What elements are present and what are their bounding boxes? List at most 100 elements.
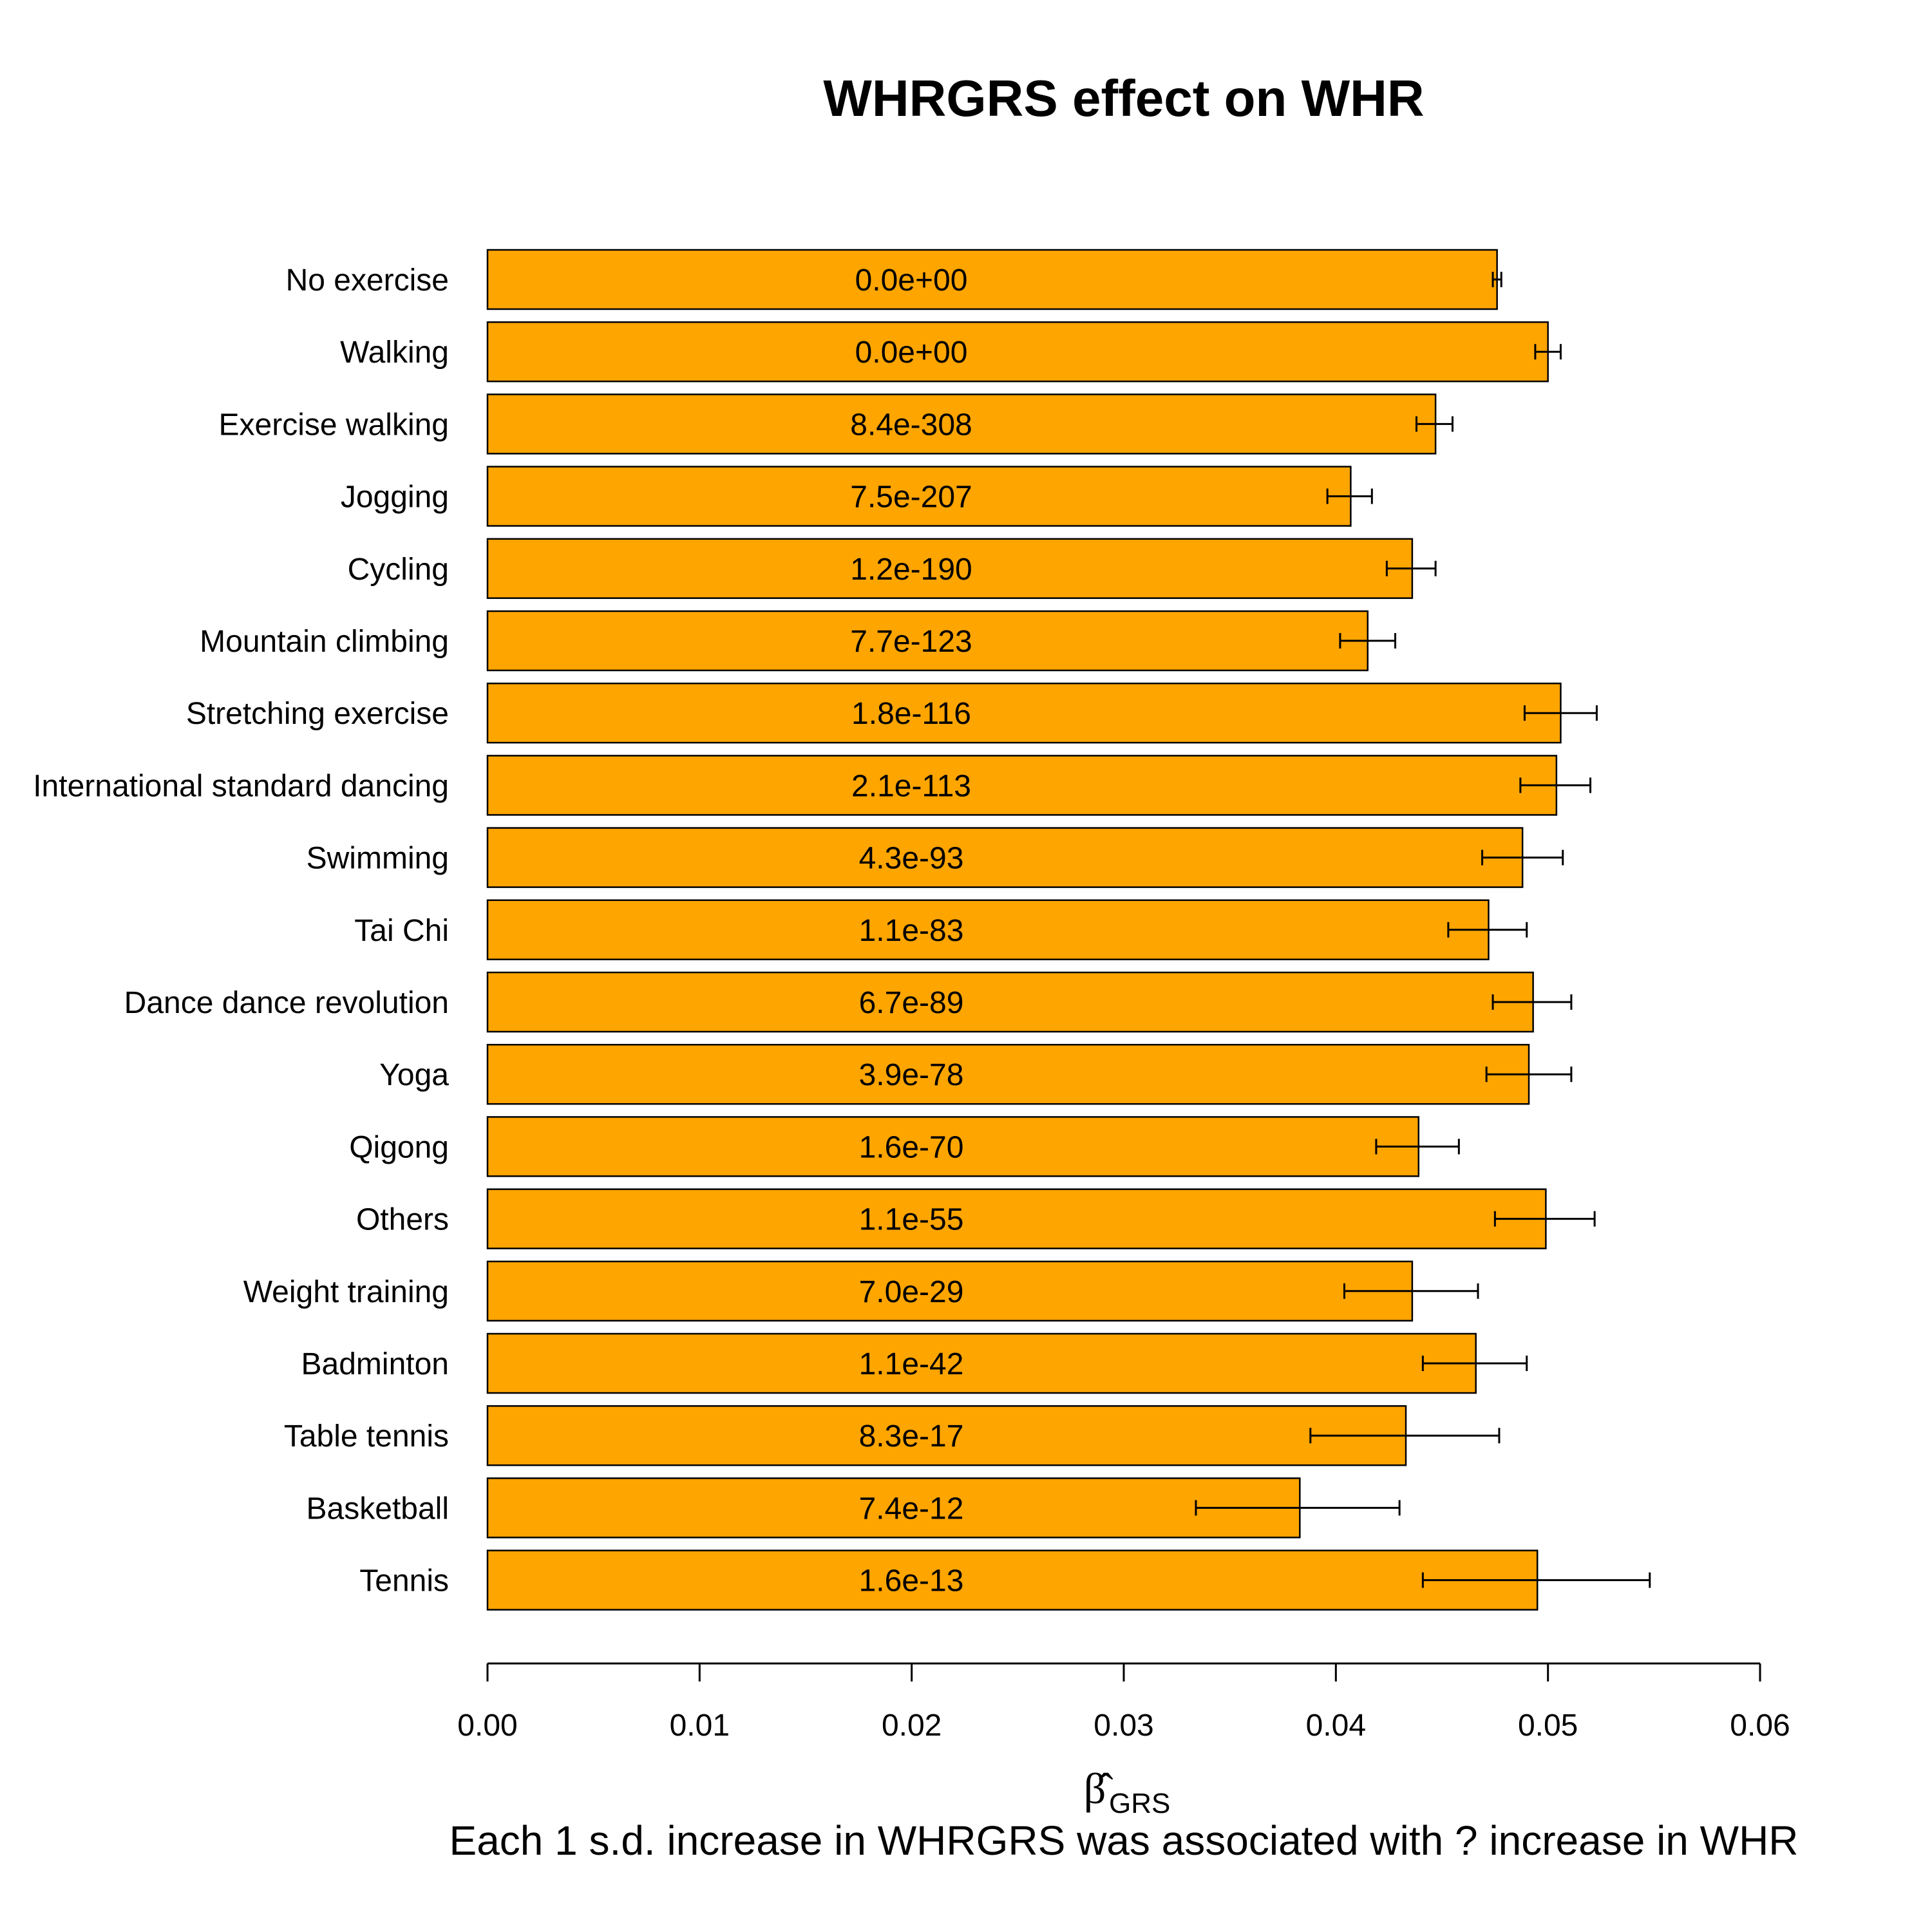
category-label: Qigong (349, 1130, 449, 1164)
bar-value-label: 8.3e-17 (859, 1419, 964, 1454)
bar-row: Cycling 1.2e-190 (348, 538, 1437, 600)
x-tick-label: 0.06 (1730, 1709, 1790, 1743)
category-label: Tennis (359, 1564, 449, 1598)
bar-row: Jogging 7.5e-207 (341, 466, 1373, 527)
bar-value-label: 1.2e-190 (850, 553, 972, 587)
bar-row: Qigong 1.6e-70 (349, 1116, 1460, 1177)
error-bar (1493, 1211, 1596, 1227)
category-label: Weight training (243, 1275, 449, 1309)
error-bar (1385, 560, 1437, 576)
error-bar (1415, 416, 1454, 432)
category-label: Stretching exercise (186, 697, 449, 731)
error-bar (1447, 922, 1528, 938)
x-tick-label: 0.00 (457, 1709, 517, 1743)
bar-value-label: 1.6e-13 (859, 1564, 964, 1598)
category-label: Mountain climbing (200, 625, 449, 659)
x-axis: 0.00 0.01 0.02 0.03 0.04 0.05 0.06 (457, 1662, 1790, 1743)
bar (486, 971, 1534, 1033)
bar (486, 393, 1437, 455)
bar (486, 610, 1368, 672)
bar-value-label: 8.4e-308 (850, 408, 972, 442)
bar (486, 1116, 1420, 1177)
bar-value-label: 7.0e-29 (859, 1275, 964, 1309)
bar-value-label: 1.1e-42 (859, 1347, 964, 1381)
error-bar (1339, 633, 1397, 649)
bar-row: Dance dance revolution 6.7e-89 (124, 971, 1573, 1033)
bar (486, 538, 1414, 600)
error-bar (1309, 1428, 1501, 1444)
error-bar (1481, 849, 1564, 866)
category-label: Table tennis (284, 1419, 449, 1454)
bar-value-label: 0.0e+00 (855, 263, 968, 298)
category-label: Badminton (301, 1347, 449, 1381)
category-label: Cycling (348, 553, 449, 587)
bar-row: Stretching exercise 1.8e-116 (186, 682, 1598, 744)
bar (486, 321, 1549, 383)
bar-row: Walking 0.0e+00 (340, 321, 1562, 383)
bar (486, 1477, 1301, 1539)
error-bar (1421, 1572, 1651, 1588)
bar-row: Weight training 7.0e-29 (243, 1260, 1479, 1322)
chart-title: WHRGRS effect on WHR (823, 70, 1424, 127)
bar-row: Swimming 4.3e-93 (307, 827, 1564, 888)
bar-value-label: 6.7e-89 (859, 986, 964, 1020)
bar (486, 1332, 1477, 1394)
bar-value-label: 3.9e-78 (859, 1058, 964, 1092)
category-label: Basketball (307, 1492, 449, 1526)
bar-value-label: 1.1e-55 (859, 1203, 964, 1237)
error-bar (1375, 1139, 1460, 1155)
error-bar (1195, 1500, 1401, 1516)
bar (486, 1549, 1539, 1611)
bar-row: Tai Chi 1.1e-83 (354, 899, 1528, 961)
bar-row: International standard dancing 2.1e-113 (33, 755, 1592, 816)
bar (486, 755, 1558, 816)
x-axis-symbol-subscript: GRS (1109, 1788, 1170, 1819)
category-label: Swimming (307, 842, 449, 876)
category-label: Walking (340, 336, 449, 370)
x-axis-label: Each 1 s.d. increase in WHRGRS was assoc… (450, 1817, 1799, 1864)
bar-row: Basketball 7.4e-12 (307, 1477, 1401, 1539)
x-tick-label: 0.01 (670, 1709, 730, 1743)
error-bar (1534, 344, 1562, 360)
bars-group: No exercise 0.0e+00 Walking 0.0e+00 Exercise… (33, 249, 1651, 1611)
bar-value-label: 2.1e-113 (851, 769, 971, 803)
bar (486, 1188, 1547, 1249)
error-bar (1421, 1356, 1528, 1371)
bar-row: Mountain climbing 7.7e-123 (200, 610, 1397, 672)
bar-value-label: 1.1e-83 (859, 914, 964, 948)
bar-row: No exercise 0.0e+00 (286, 249, 1502, 310)
bar (486, 1260, 1414, 1322)
bar-row: Others 1.1e-55 (356, 1188, 1596, 1249)
bar (486, 1405, 1407, 1466)
x-tick-label: 0.02 (882, 1709, 942, 1743)
x-tick-label: 0.03 (1094, 1709, 1153, 1743)
error-bar (1519, 777, 1592, 793)
bar (486, 899, 1490, 961)
x-tick-label: 0.05 (1518, 1709, 1578, 1743)
bar-value-label: 4.3e-93 (859, 842, 964, 876)
x-tick-label: 0.04 (1306, 1709, 1366, 1743)
error-bar (1492, 272, 1502, 287)
error-bar (1343, 1283, 1479, 1299)
bar-row: Tennis 1.6e-13 (359, 1549, 1651, 1611)
category-label: No exercise (286, 263, 449, 298)
bar-value-label: 0.0e+00 (855, 336, 968, 370)
category-label: Tai Chi (354, 914, 449, 948)
error-bar (1492, 994, 1573, 1010)
bar (486, 249, 1498, 310)
bar (486, 827, 1524, 888)
error-bar (1485, 1066, 1573, 1083)
bar-row: Badminton 1.1e-42 (301, 1332, 1528, 1394)
bar (486, 1043, 1530, 1105)
bar (486, 466, 1352, 527)
bar-value-label: 1.8e-116 (851, 697, 971, 731)
bar-row: Yoga 3.9e-78 (379, 1043, 1573, 1105)
bar-value-label: 1.6e-70 (859, 1130, 964, 1164)
category-label: International standard dancing (33, 769, 449, 803)
category-label: Jogging (341, 480, 449, 515)
error-bar (1326, 488, 1373, 504)
category-label: Others (356, 1203, 449, 1237)
bar-value-label: 7.7e-123 (850, 625, 972, 659)
bar-row: Exercise walking 8.4e-308 (219, 393, 1454, 455)
